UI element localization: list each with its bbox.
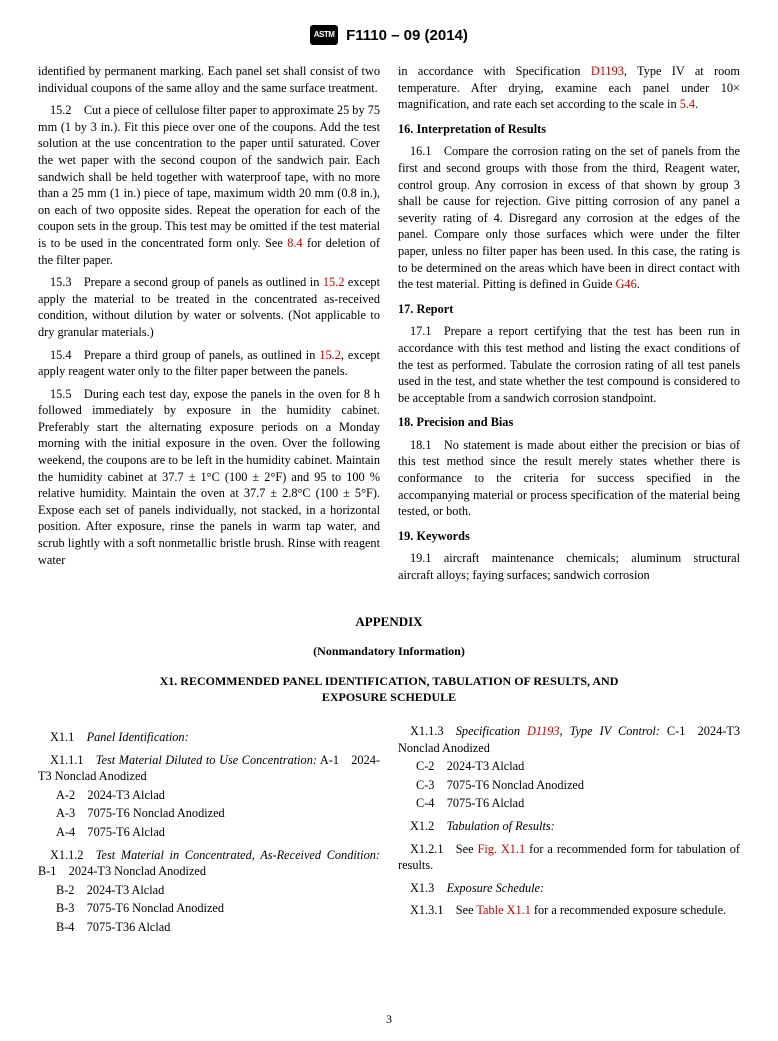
list-item: B-3 7075-T6 Nonclad Anodized: [56, 900, 380, 917]
x1-2-1: X1.2.1 See Fig. X1.1 for a recommended f…: [398, 841, 740, 874]
list-item: A-3 7075-T6 Nonclad Anodized: [56, 805, 380, 822]
text: 15.3 Prepare a second group of panels as…: [50, 275, 323, 289]
list-item: A-2 2024-T3 Alclad: [56, 787, 380, 804]
label: Specification D1193, Type IV Control:: [456, 724, 660, 738]
num: X1.3: [410, 881, 447, 895]
ref-5-4[interactable]: 5.4: [680, 97, 695, 111]
text: 15.4 Prepare a third group of panels, as…: [50, 348, 319, 362]
x1-1-3: X1.1.3 Specification D1193, Type IV Cont…: [398, 723, 740, 756]
list-item: C-4 7075-T6 Alclad: [416, 795, 740, 812]
label: Tabulation of Results:: [447, 819, 555, 833]
para-15-5: 15.5 During each test day, expose the pa…: [38, 386, 380, 569]
para-18-1: 18.1 No statement is made about either t…: [398, 437, 740, 520]
ref-8-4[interactable]: 8.4: [287, 236, 302, 250]
para-19-1: 19.1 aircraft maintenance chemicals; alu…: [398, 550, 740, 583]
astm-logo: ASTM: [310, 25, 338, 45]
section-19-head: 19. Keywords: [398, 528, 740, 545]
section-17-head: 17. Report: [398, 301, 740, 318]
num: X1.1: [50, 730, 87, 744]
appendix-columns: X1.1 Panel Identification: X1.1.1 Test M…: [38, 723, 740, 936]
t1: Specification: [456, 724, 527, 738]
ref-15-2b[interactable]: 15.2: [319, 348, 341, 362]
text: X1.3.1 See: [410, 903, 476, 917]
para-16-1: 16.1 Compare the corrosion rating on the…: [398, 143, 740, 292]
para-15-1-cont: identified by permanent marking. Each pa…: [38, 63, 380, 96]
list-item: C-3 7075-T6 Nonclad Anodized: [416, 777, 740, 794]
para-17-1: 17.1 Prepare a report certifying that th…: [398, 323, 740, 406]
text: for a recommended exposure schedule.: [531, 903, 726, 917]
para-15-4: 15.4 Prepare a third group of panels, as…: [38, 347, 380, 380]
list-item: C-2 2024-T3 Alclad: [416, 758, 740, 775]
section-18-head: 18. Precision and Bias: [398, 414, 740, 431]
ref-table-x1-1[interactable]: Table X1.1: [476, 903, 530, 917]
page-header: ASTM F1110 – 09 (2014): [38, 25, 740, 45]
appendix-x1-title: X1. RECOMMENDED PANEL IDENTIFICATION, TA…: [129, 673, 649, 705]
section-16-head: 16. Interpretation of Results: [398, 121, 740, 138]
label: Exposure Schedule:: [447, 881, 545, 895]
x1-3-1: X1.3.1 See Table X1.1 for a recommended …: [398, 902, 740, 919]
para-15-5-cont: in accordance with Specification D1193, …: [398, 63, 740, 113]
num: X1.2: [410, 819, 447, 833]
num: X1.1.2: [50, 848, 96, 862]
page-number: 3: [0, 1012, 778, 1027]
ref-d1193b[interactable]: D1193: [527, 724, 560, 738]
t2: , Type IV Control:: [560, 724, 660, 738]
label: Panel Identification:: [87, 730, 189, 744]
text: X1.2.1 See: [410, 842, 477, 856]
x1-1-1: X1.1.1 Test Material Diluted to Use Conc…: [38, 752, 380, 785]
num: X1.1.1: [50, 753, 96, 767]
list-item: B-4 7075-T36 Alclad: [56, 919, 380, 936]
appendix-header: APPENDIX (Nonmandatory Information) X1. …: [38, 614, 740, 705]
text: in accordance with Specification: [398, 64, 591, 78]
x1-2-head: X1.2 Tabulation of Results:: [398, 818, 740, 835]
para-15-2: 15.2 Cut a piece of cellulose filter pap…: [38, 102, 380, 268]
appendix-title: APPENDIX: [38, 614, 740, 630]
text: B-1 2024-T3 Nonclad Anodized: [38, 864, 206, 878]
ref-d1193[interactable]: D1193: [591, 64, 624, 78]
ref-15-2a[interactable]: 15.2: [323, 275, 345, 289]
text: 16.1 Compare the corrosion rating on the…: [398, 144, 740, 291]
page: ASTM F1110 – 09 (2014) identified by per…: [0, 0, 778, 1041]
appendix-subtitle: (Nonmandatory Information): [38, 644, 740, 659]
x1-3-head: X1.3 Exposure Schedule:: [398, 880, 740, 897]
label: Test Material in Concentrated, As-Receiv…: [96, 848, 380, 862]
list-item: B-2 2024-T3 Alclad: [56, 882, 380, 899]
designation-text: F1110 – 09 (2014): [346, 27, 468, 44]
ref-g46[interactable]: G46: [616, 277, 637, 291]
ref-fig-x1-1[interactable]: Fig. X1.1: [477, 842, 525, 856]
label: Test Material Diluted to Use Concentrati…: [96, 753, 317, 767]
text: .: [695, 97, 698, 111]
list-item: A-4 7075-T6 Alclad: [56, 824, 380, 841]
x1-1-2: X1.1.2 Test Material in Concentrated, As…: [38, 847, 380, 880]
para-15-3: 15.3 Prepare a second group of panels as…: [38, 274, 380, 340]
num: X1.1.3: [410, 724, 456, 738]
x1-1-head: X1.1 Panel Identification:: [38, 729, 380, 746]
text: 15.2 Cut a piece of cellulose filter pap…: [38, 103, 380, 250]
text: .: [637, 277, 640, 291]
body-columns: identified by permanent marking. Each pa…: [38, 63, 740, 584]
